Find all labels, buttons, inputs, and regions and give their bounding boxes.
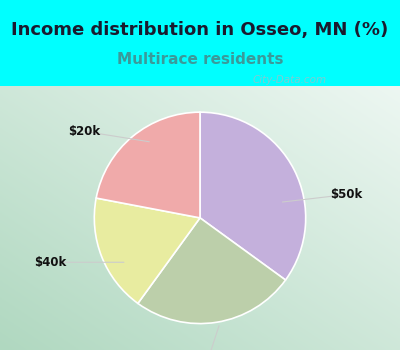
- Wedge shape: [200, 112, 306, 280]
- Wedge shape: [94, 198, 200, 303]
- Text: $20k: $20k: [68, 125, 100, 138]
- Text: $50k: $50k: [330, 188, 362, 201]
- Text: Income distribution in Osseo, MN (%): Income distribution in Osseo, MN (%): [11, 21, 389, 40]
- Wedge shape: [138, 218, 286, 323]
- Text: $40k: $40k: [34, 256, 66, 269]
- Wedge shape: [96, 112, 200, 218]
- Text: City-Data.com: City-Data.com: [253, 76, 327, 85]
- Text: Multirace residents: Multirace residents: [117, 52, 283, 67]
